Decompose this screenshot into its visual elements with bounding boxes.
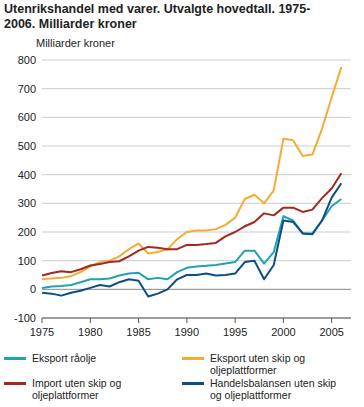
x-tick xyxy=(331,318,332,323)
grid-line xyxy=(42,174,351,175)
grid-line xyxy=(42,60,351,61)
grid-line xyxy=(42,146,351,147)
x-tick-label: 2000 xyxy=(271,326,295,338)
y-tick-label: 700 xyxy=(18,83,36,95)
grid-line xyxy=(42,232,351,233)
x-tick-label: 1995 xyxy=(223,326,247,338)
legend-item: Eksport uten skip og oljeplattformer xyxy=(182,352,360,376)
line xyxy=(42,67,341,279)
title: Utenrikshandel med varer. Utvalgte hoved… xyxy=(4,2,334,32)
legend-item: Handelsbalansen uten skip og oljeplattfo… xyxy=(182,377,360,401)
grid-line xyxy=(42,117,351,118)
y-tick-label: 300 xyxy=(18,197,36,209)
y-label: Milliarder kroner xyxy=(36,37,115,49)
legend-swatch xyxy=(4,382,26,385)
legend-label: Import uten skip og oljeplattformer xyxy=(32,377,172,401)
x-tick-label: 1975 xyxy=(30,326,54,338)
legend: Eksport råolje Eksport uten skip og oljep… xyxy=(4,352,360,401)
legend-label: Eksport uten skip og oljeplattformer xyxy=(210,352,350,376)
x-tick-label: 1985 xyxy=(126,326,150,338)
grid-line xyxy=(42,260,351,261)
legend-label: Eksport råolje xyxy=(32,352,172,364)
grid-line xyxy=(42,88,351,89)
legend-swatch xyxy=(182,382,204,385)
plot-lines xyxy=(42,67,341,296)
y-tick-label: 800 xyxy=(18,54,36,66)
y-tick-label: 200 xyxy=(18,226,36,238)
legend-item: Import uten skip og oljeplattformer xyxy=(4,377,182,401)
x-tick xyxy=(186,318,187,323)
x-tick xyxy=(235,318,236,323)
x-axis xyxy=(42,318,351,319)
y-tick-label: 600 xyxy=(18,111,36,123)
legend-swatch xyxy=(182,357,204,360)
x-tick xyxy=(138,318,139,323)
x-tick-label: 2005 xyxy=(319,326,343,338)
line xyxy=(42,173,341,275)
y-tick-label: 100 xyxy=(18,255,36,267)
grid-line xyxy=(42,203,351,204)
y-tick-label: -100 xyxy=(14,312,36,324)
y-tick-label: 400 xyxy=(18,169,36,181)
y-tick-label: 0 xyxy=(30,283,36,295)
x-tick xyxy=(42,318,43,323)
grid-line xyxy=(42,318,351,319)
legend-label: Handelsbalansen uten skip og oljeplattfo… xyxy=(210,377,350,401)
legend-swatch xyxy=(4,357,26,360)
x-tick-label: 1990 xyxy=(175,326,199,338)
line xyxy=(42,183,341,296)
x-tick xyxy=(90,318,91,323)
legend-item: Eksport råolje xyxy=(4,352,182,376)
x-tick-label: 1980 xyxy=(78,326,102,338)
x-tick xyxy=(283,318,284,323)
y-tick-label: 500 xyxy=(18,140,36,152)
